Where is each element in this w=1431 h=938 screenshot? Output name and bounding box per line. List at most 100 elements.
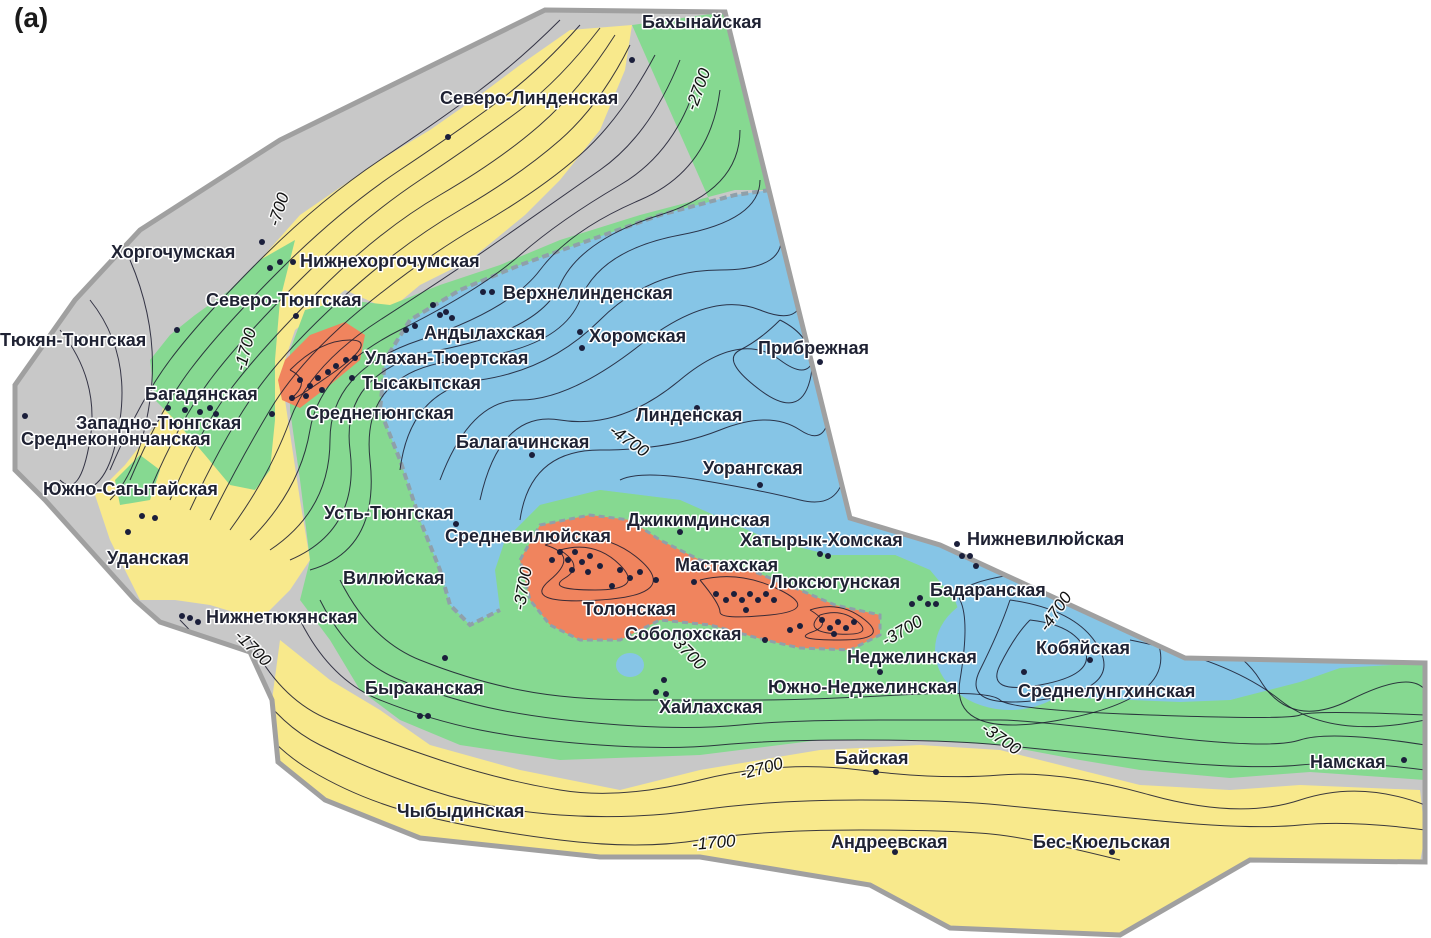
place-label-sobolokhskaya: Соболохская xyxy=(625,624,742,644)
wells xyxy=(22,57,1407,855)
place-label-nizhnetyukyanskaya: Нижнетюкянская xyxy=(206,607,358,627)
place-label-mastakhskaya: Мастахская xyxy=(675,555,778,575)
place-label-ulakhan-tyuertskaya: Улахан-Тюертская xyxy=(365,348,528,368)
place-label-srednekononchanskaya: Среднеконончанская xyxy=(21,429,211,449)
well xyxy=(442,655,448,661)
well xyxy=(819,617,825,623)
place-label-khailakhskaya: Хайлахская xyxy=(659,697,763,717)
well xyxy=(917,595,923,601)
well xyxy=(1109,849,1115,855)
place-label-badaranskaya: Бадаранская xyxy=(930,580,1046,600)
place-label-tyukyan-tyungskaya: Тюкян-Тюнгская xyxy=(0,330,146,350)
place-label-chybydinskaya: Чыбыдинская xyxy=(397,801,524,821)
place-label-nedzhelinskaya: Неджелинская xyxy=(847,647,977,667)
place-label-vilyuiskaya: Вилюйская xyxy=(343,568,444,588)
well xyxy=(289,395,295,401)
place-label-khoromskaya: Хоромская xyxy=(589,326,686,346)
well xyxy=(627,575,633,581)
well xyxy=(267,265,273,271)
well xyxy=(195,619,201,625)
well xyxy=(892,849,898,855)
place-label-lyuksyugunskaya: Люксюгунская xyxy=(770,572,900,592)
well xyxy=(1401,757,1407,763)
well xyxy=(343,357,349,363)
well xyxy=(585,569,591,575)
place-label-ust-tyungskaya: Усть-Тюнгская xyxy=(324,503,454,523)
well xyxy=(843,625,849,631)
well xyxy=(549,557,555,563)
well xyxy=(713,591,719,597)
place-label-pribrezhnaya: Прибрежная xyxy=(758,338,869,358)
well xyxy=(565,557,571,563)
well xyxy=(403,327,409,333)
well xyxy=(617,567,623,573)
well xyxy=(959,553,965,559)
well xyxy=(453,521,459,527)
well xyxy=(325,369,331,375)
well xyxy=(835,619,841,625)
well xyxy=(449,315,455,321)
well xyxy=(430,302,436,308)
well xyxy=(445,134,451,140)
place-label-namskaya: Намская xyxy=(1310,752,1386,772)
well xyxy=(877,669,883,675)
well xyxy=(763,591,769,597)
well xyxy=(771,597,777,603)
well xyxy=(933,601,939,607)
zone-blue-small xyxy=(616,653,644,677)
isolines xyxy=(59,19,1425,861)
well xyxy=(443,309,449,315)
panel-label: (a) xyxy=(14,2,49,33)
well xyxy=(817,359,823,365)
well xyxy=(787,627,793,633)
place-label-andreevskaya: Андреевская xyxy=(831,832,947,852)
zone-edge-orange xyxy=(518,513,882,652)
well xyxy=(743,607,749,613)
well xyxy=(182,407,188,413)
place-label-dzhikimdinskaya: Джикимдинская xyxy=(627,510,770,530)
well xyxy=(925,601,931,607)
place-label-nizhnekhorgochumskaya: Нижнехоргочумская xyxy=(300,251,480,271)
place-label-balagachinskaya: Балагачинская xyxy=(456,432,589,452)
well xyxy=(290,259,296,265)
well xyxy=(653,689,659,695)
well xyxy=(412,323,418,329)
well xyxy=(579,559,585,565)
well xyxy=(165,405,171,411)
well xyxy=(349,375,355,381)
place-label-bakhynaiskaya: Бахынайская xyxy=(642,12,762,32)
place-label-nizhnevilyuiskaya: Нижневилюйская xyxy=(967,529,1124,549)
well xyxy=(293,313,299,319)
well xyxy=(529,452,535,458)
well xyxy=(437,312,443,318)
well xyxy=(152,515,158,521)
well xyxy=(747,591,753,597)
place-label-severo-tyungskaya: Северо-Тюнгская xyxy=(206,290,362,310)
zone-blue xyxy=(380,190,1425,702)
well xyxy=(694,405,700,411)
well xyxy=(827,625,833,631)
well xyxy=(967,553,973,559)
place-label-uorangskaya: Уорангская xyxy=(703,458,803,478)
well xyxy=(653,577,659,583)
well xyxy=(467,812,473,818)
well xyxy=(489,289,495,295)
well xyxy=(1021,669,1027,675)
well xyxy=(663,691,669,697)
well xyxy=(661,677,667,683)
well xyxy=(179,613,185,619)
well xyxy=(352,355,358,361)
place-label-srednetyungskaya: Среднетюнгская xyxy=(306,403,454,423)
well xyxy=(973,563,979,569)
well xyxy=(739,597,745,603)
place-label-yuzhno-sagytaiskaya: Южно-Сагытайская xyxy=(43,479,218,499)
well xyxy=(307,383,313,389)
place-label-khatyryk-khomskaya: Хатырык-Хомская xyxy=(740,530,903,550)
place-label-tysakytskaya: Тысакытская xyxy=(362,373,481,393)
well xyxy=(197,409,203,415)
well xyxy=(139,513,145,519)
well xyxy=(269,411,275,417)
place-label-verkhnelindenskaya: Верхнелинденская xyxy=(503,283,673,303)
place-label-yuzhno-nedzhelinskaya: Южно-Неджелинская xyxy=(768,677,957,697)
well xyxy=(213,411,219,417)
